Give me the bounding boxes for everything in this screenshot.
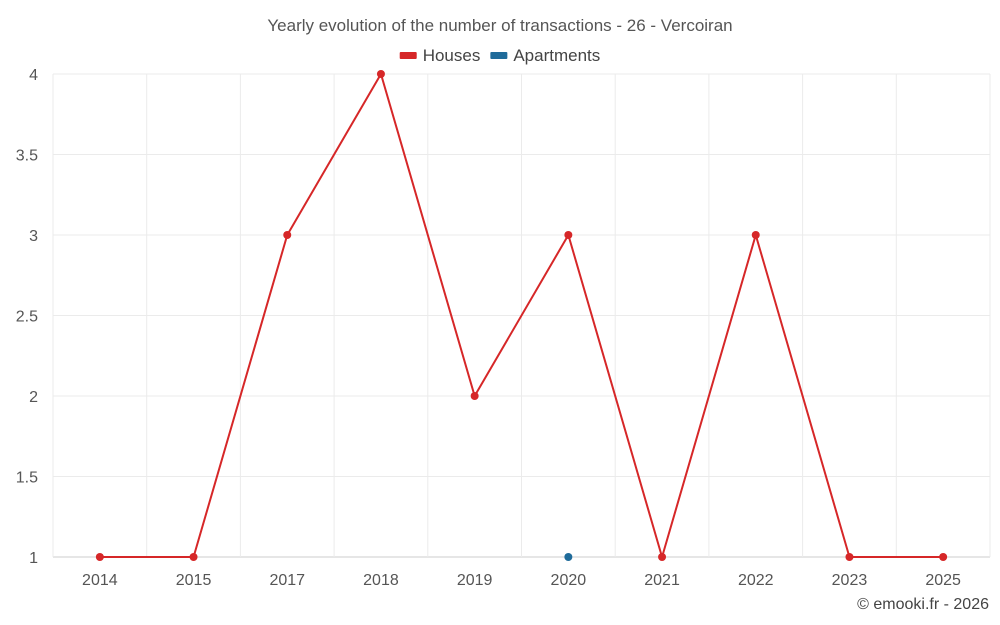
- legend-label: Apartments: [513, 46, 600, 65]
- y-tick-label: 4: [29, 67, 38, 84]
- houses-point-2025[interactable]: [939, 553, 948, 561]
- credit-text: © emooki.fr - 2026: [857, 596, 989, 613]
- x-tick-label: 2018: [363, 572, 399, 589]
- x-tick-label: 2025: [925, 572, 961, 589]
- houses-point-2017[interactable]: [283, 231, 292, 239]
- y-tick-label: 3.5: [16, 148, 38, 165]
- x-tick-label: 2019: [457, 572, 493, 589]
- x-tick-label: 2017: [269, 572, 305, 589]
- legend-swatch: [399, 52, 417, 59]
- legend: Houses Apartments: [399, 46, 600, 65]
- x-tick-label: 2020: [551, 572, 587, 589]
- houses-point-2019[interactable]: [470, 392, 479, 400]
- y-axis-ticks: 1 1.5 2 2.5 3 3.5 4: [16, 67, 38, 567]
- legend-label: Houses: [423, 46, 481, 65]
- x-tick-label: 2021: [644, 572, 680, 589]
- y-tick-label: 2: [29, 389, 38, 406]
- x-tick-label: 2015: [176, 572, 212, 589]
- x-tick-label: 2023: [832, 572, 868, 589]
- houses-point-2023[interactable]: [845, 553, 854, 561]
- y-tick-label: 1: [29, 550, 38, 567]
- legend-item-houses[interactable]: Houses: [399, 46, 481, 65]
- y-tick-label: 1.5: [16, 470, 38, 487]
- legend-swatch: [490, 52, 508, 59]
- chart-title: Yearly evolution of the number of transa…: [267, 16, 732, 35]
- houses-point-2014[interactable]: [95, 553, 104, 561]
- houses-point-2018[interactable]: [376, 70, 385, 78]
- houses-point-2021[interactable]: [658, 553, 667, 561]
- x-tick-label: 2022: [738, 572, 774, 589]
- series-apartments: [564, 553, 573, 561]
- y-tick-label: 3: [29, 228, 38, 245]
- x-axis-ticks: 2014 2015 2017 2018 2019 2020 2021 2022 2023 2025: [82, 572, 961, 589]
- houses-point-2022[interactable]: [751, 231, 760, 239]
- apartments-point-2020[interactable]: [564, 553, 573, 561]
- series-houses: [95, 70, 948, 561]
- houses-line: [99, 73, 944, 558]
- legend-item-apartments[interactable]: Apartments: [490, 46, 600, 65]
- x-tick-label: 2014: [82, 572, 118, 589]
- houses-point-2020[interactable]: [564, 231, 573, 239]
- series: [95, 70, 948, 561]
- houses-point-2015[interactable]: [189, 553, 198, 561]
- y-tick-label: 2.5: [16, 309, 38, 326]
